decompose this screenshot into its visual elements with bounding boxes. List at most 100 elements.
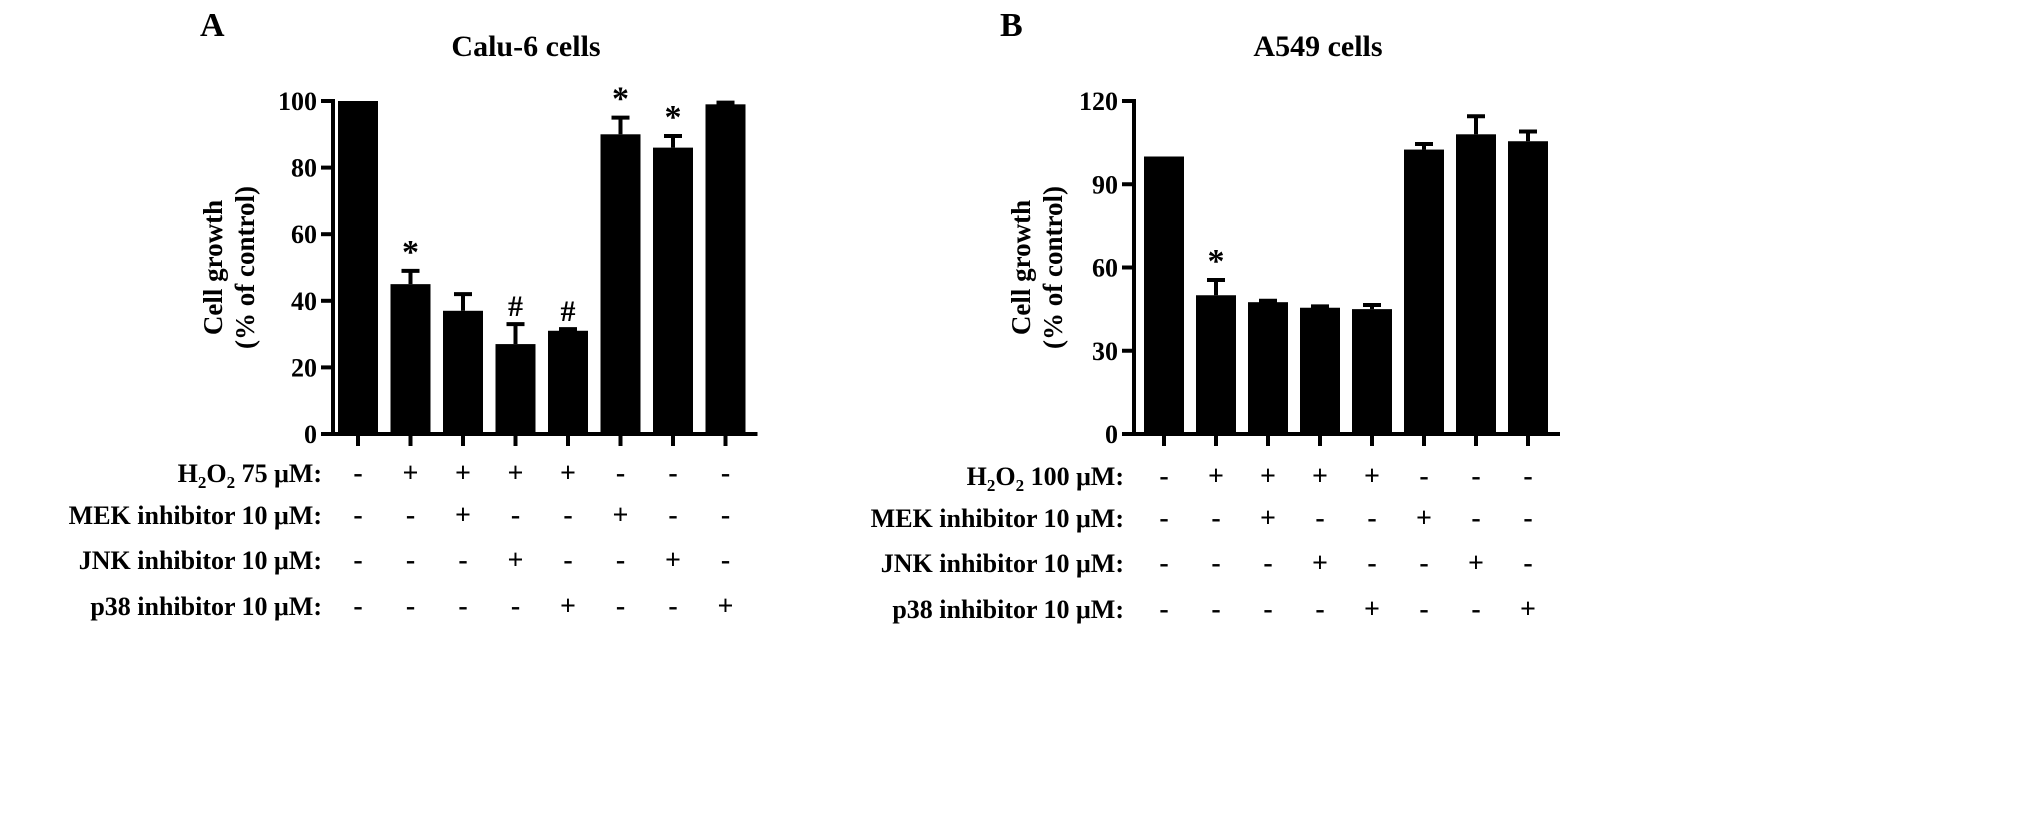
bar: [1508, 141, 1548, 435]
treatment-mark: -: [406, 500, 415, 531]
treatment-label-part: 75 μM:: [235, 459, 322, 488]
y-tick-label: 60: [291, 220, 317, 249]
treatment-mark: +: [403, 458, 419, 489]
treatment-mark: -: [616, 591, 625, 622]
treatment-mark: -: [1211, 548, 1220, 579]
treatment-label-part: 2: [227, 473, 236, 492]
treatment-label-part: H: [967, 462, 987, 491]
treatment-mark: -: [1159, 594, 1168, 625]
treatment-mark: -: [668, 500, 677, 531]
treatment-mark: +: [1416, 503, 1432, 534]
treatment-mark: +: [560, 591, 576, 622]
y-axis-label-line: (% of control): [230, 186, 260, 349]
y-tick-label: 100: [278, 87, 317, 116]
treatment-mark: -: [563, 500, 572, 531]
y-axis-label: Cell growth(% of control): [1006, 186, 1068, 349]
bar: [705, 104, 746, 434]
bar: [1352, 309, 1392, 434]
y-axis-label-line: Cell growth: [1006, 200, 1036, 335]
treatment-mark: -: [721, 500, 730, 531]
treatment-mark: -: [1159, 503, 1168, 534]
bar: [1300, 307, 1340, 434]
treatment-mark: -: [353, 458, 362, 489]
treatment-mark: -: [1523, 503, 1532, 534]
treatment-mark: -: [616, 458, 625, 489]
treatment-label: JNK inhibitor 10 μM:: [881, 549, 1124, 578]
y-tick-label: 0: [1105, 420, 1118, 449]
treatment-label: JNK inhibitor 10 μM:: [79, 546, 322, 575]
y-tick-label: 120: [1079, 87, 1118, 116]
treatment-label-part: O: [995, 462, 1015, 491]
significance-mark: *: [402, 234, 419, 271]
treatment-label-part: H: [178, 459, 198, 488]
treatment-label-part: 2: [987, 476, 996, 495]
treatment-mark: -: [406, 545, 415, 576]
treatment-mark: -: [353, 545, 362, 576]
chart-title: A549 cells: [1253, 30, 1382, 63]
treatment-mark: -: [1367, 503, 1376, 534]
treatment-mark: -: [458, 591, 467, 622]
significance-mark: *: [612, 81, 629, 118]
treatment-mark: -: [721, 545, 730, 576]
y-tick-label: 60: [1092, 254, 1118, 283]
treatment-mark: -: [1419, 461, 1428, 492]
treatment-mark: -: [406, 591, 415, 622]
y-tick-label: 0: [304, 420, 317, 449]
y-tick-label: 90: [1092, 170, 1118, 199]
treatment-label-part: 2: [198, 473, 207, 492]
treatment-mark: -: [1315, 594, 1324, 625]
treatment-mark: +: [455, 500, 471, 531]
treatment-mark: +: [665, 545, 681, 576]
treatment-mark: +: [455, 458, 471, 489]
treatment-label: p38 inhibitor 10 μM:: [892, 595, 1124, 624]
treatment-mark: -: [1523, 548, 1532, 579]
treatment-label-part: 100 μM:: [1024, 462, 1124, 491]
bar: [1144, 156, 1184, 434]
treatment-mark: -: [563, 545, 572, 576]
treatment-mark: -: [668, 591, 677, 622]
y-axis-label: Cell growth(% of control): [198, 186, 260, 349]
treatment-mark: -: [721, 458, 730, 489]
y-tick-label: 80: [291, 154, 317, 183]
treatment-label: H2O2 75 μM:: [178, 459, 322, 492]
treatment-mark: -: [1211, 503, 1220, 534]
bar: [495, 344, 536, 434]
treatment-mark: -: [1471, 461, 1480, 492]
bar: [1456, 134, 1496, 435]
panel-letter: A: [200, 7, 225, 44]
treatment-label: p38 inhibitor 10 μM:: [90, 592, 322, 621]
treatment-mark: +: [613, 500, 629, 531]
bar: [600, 134, 641, 435]
treatment-mark: -: [1367, 548, 1376, 579]
treatment-mark: -: [511, 500, 520, 531]
treatment-mark: -: [616, 545, 625, 576]
chart-title: Calu-6 cells: [451, 30, 600, 63]
bar: [548, 330, 588, 434]
treatment-mark: +: [1364, 594, 1380, 625]
significance-mark: #: [561, 295, 576, 328]
y-tick-label: 20: [291, 353, 317, 382]
treatment-mark: +: [1260, 503, 1276, 534]
y-tick-label: 40: [291, 287, 317, 316]
bar: [338, 101, 378, 434]
treatment-mark: +: [1468, 548, 1484, 579]
bar: [443, 310, 483, 434]
treatment-mark: +: [508, 458, 524, 489]
treatment-label: MEK inhibitor 10 μM:: [871, 504, 1124, 533]
treatment-mark: +: [1364, 461, 1380, 492]
y-axis-label-line: (% of control): [1038, 186, 1068, 349]
treatment-mark: -: [1419, 594, 1428, 625]
panel-b: B A549 cells Cell growth(% of control) 0 30 6…: [871, 7, 1560, 625]
treatment-mark: +: [560, 458, 576, 489]
treatment-mark: -: [668, 458, 677, 489]
bar: [390, 284, 431, 434]
treatment-mark: -: [1471, 503, 1480, 534]
treatment-mark: -: [1523, 461, 1532, 492]
significance-mark: #: [508, 290, 523, 323]
treatment-mark: +: [508, 545, 524, 576]
treatment-mark: -: [1159, 461, 1168, 492]
treatment-mark: +: [1520, 594, 1536, 625]
treatment-mark: -: [1211, 594, 1220, 625]
significance-mark: *: [1208, 243, 1225, 280]
y-axis-label-line: Cell growth: [198, 200, 228, 335]
